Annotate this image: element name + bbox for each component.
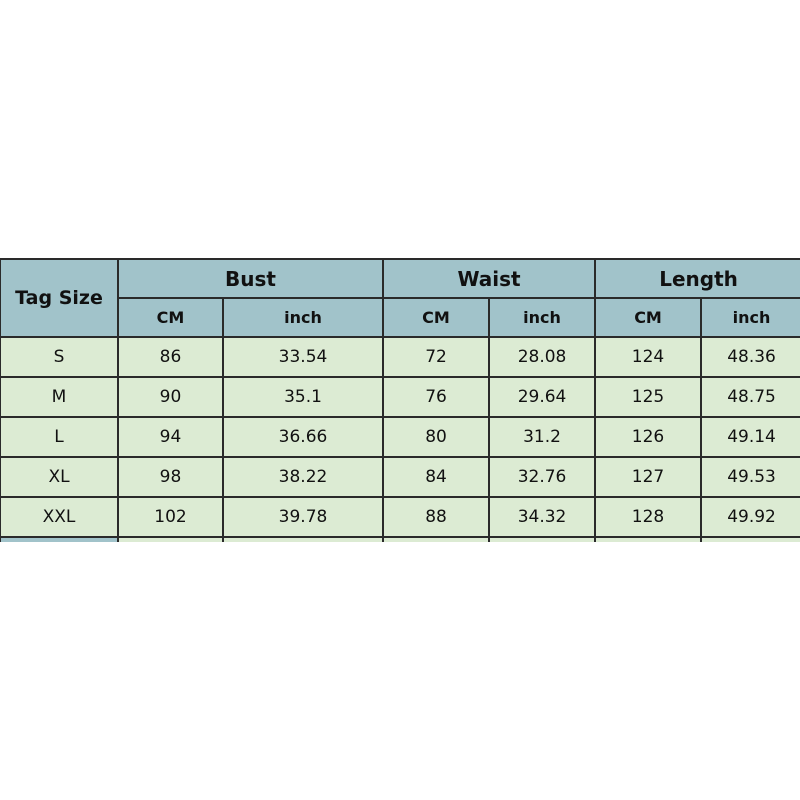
partial-cell — [488, 536, 597, 542]
value-cell: 90 — [117, 376, 224, 418]
value-cell: 48.36 — [700, 336, 800, 378]
value-cell: 38.22 — [221, 456, 385, 498]
size-chart-table: Tag Size Bust Waist Length CM inch CM in… — [0, 258, 800, 542]
table-row: XXL 102 39.78 88 34.32 128 49.92 — [0, 496, 800, 538]
table-row: S 86 33.54 72 28.08 124 48.36 — [0, 336, 800, 378]
value-cell: 76 — [382, 376, 491, 418]
partial-cell — [700, 536, 800, 542]
value-cell: 28.08 — [488, 336, 597, 378]
size-cell: XXL — [0, 496, 119, 538]
partial-cell — [117, 536, 224, 542]
value-cell: 102 — [117, 496, 224, 538]
value-cell: 125 — [594, 376, 703, 418]
partial-cell — [594, 536, 703, 542]
value-cell: 49.53 — [700, 456, 800, 498]
waist-header: Waist — [382, 258, 597, 299]
partial-cell — [382, 536, 491, 542]
tag-size-header: Tag Size — [0, 258, 119, 338]
value-cell: 48.75 — [700, 376, 800, 418]
size-cell: L — [0, 416, 119, 458]
header-row-groups: Tag Size Bust Waist Length — [0, 258, 800, 338]
value-cell: 29.64 — [488, 376, 597, 418]
value-cell: 34.32 — [488, 496, 597, 538]
value-cell: 124 — [594, 336, 703, 378]
value-cell: 36.66 — [221, 416, 385, 458]
value-cell: 84 — [382, 456, 491, 498]
partial-cell — [221, 536, 385, 542]
partial-cell — [0, 536, 119, 542]
value-cell: 32.76 — [488, 456, 597, 498]
value-cell: 80 — [382, 416, 491, 458]
value-cell: 86 — [117, 336, 224, 378]
unit-header: CM — [594, 297, 703, 338]
unit-header: CM — [382, 297, 491, 338]
value-cell: 33.54 — [221, 336, 385, 378]
value-cell: 94 — [117, 416, 224, 458]
table-row: XL 98 38.22 84 32.76 127 49.53 — [0, 456, 800, 498]
value-cell: 39.78 — [221, 496, 385, 538]
value-cell: 31.2 — [488, 416, 597, 458]
value-cell: 49.92 — [700, 496, 800, 538]
unit-header: inch — [221, 297, 385, 338]
value-cell: 128 — [594, 496, 703, 538]
size-cell: M — [0, 376, 119, 418]
length-header: Length — [594, 258, 800, 299]
value-cell: 98 — [117, 456, 224, 498]
table-row: M 90 35.1 76 29.64 125 48.75 — [0, 376, 800, 418]
header-row-units: CM inch CM inch CM inch — [0, 297, 800, 338]
value-cell: 126 — [594, 416, 703, 458]
unit-header: inch — [488, 297, 597, 338]
bust-header: Bust — [116, 258, 385, 299]
partial-row — [0, 536, 800, 542]
value-cell: 49.14 — [700, 416, 800, 458]
value-cell: 127 — [594, 456, 703, 498]
table-body: S 86 33.54 72 28.08 124 48.36 M 90 35.1 76 29.64 125… — [0, 336, 800, 542]
value-cell: 72 — [382, 336, 491, 378]
value-cell: 88 — [382, 496, 491, 538]
unit-header: CM — [117, 297, 224, 338]
size-cell: XL — [0, 456, 119, 498]
table-row: L 94 36.66 80 31.2 126 49.14 — [0, 416, 800, 458]
size-cell: S — [0, 336, 119, 378]
unit-header: inch — [700, 297, 800, 338]
value-cell: 35.1 — [221, 376, 385, 418]
